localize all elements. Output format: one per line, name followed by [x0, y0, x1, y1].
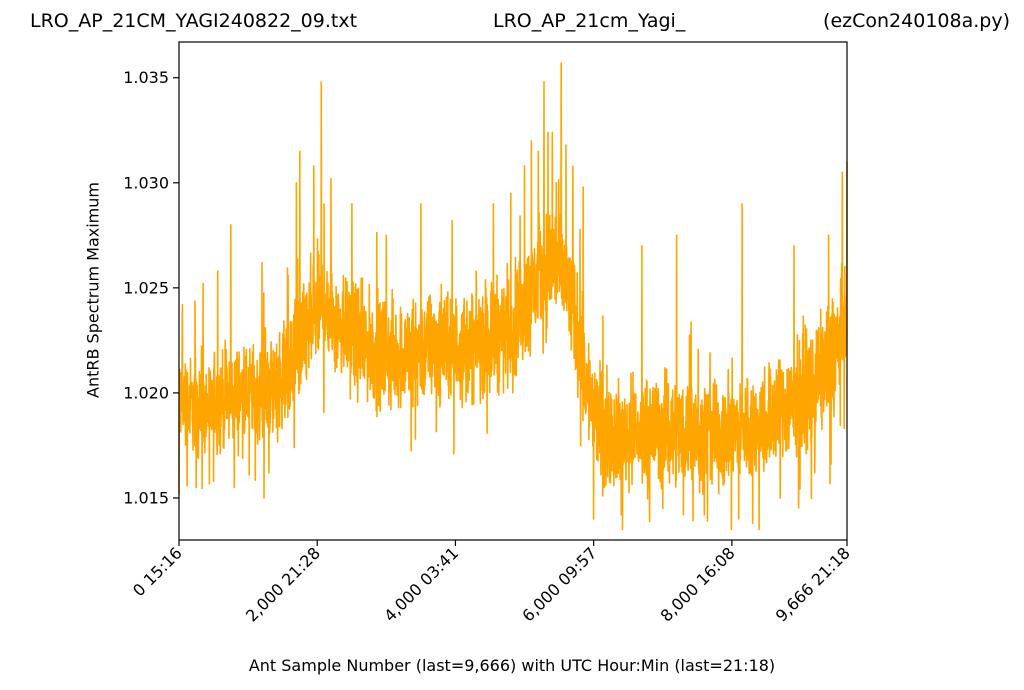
series-line	[178, 62, 848, 531]
x-tick-label: 6,000 09:57	[518, 543, 600, 625]
x-axis-ticks: 0 15:16 2,000 21:28 4,000 03:41 6,000 09:57…	[129, 540, 854, 625]
y-tick-label: 1.015	[123, 488, 169, 507]
x-tick-label: 4,000 03:41	[380, 543, 462, 625]
axes-frame	[178, 41, 848, 541]
x-tick-label: 8,000 16:08	[657, 543, 739, 625]
y-axis-label: AntRB Spectrum Maximum	[83, 182, 103, 398]
title-script: (ezCon240108a.py)	[823, 10, 1010, 32]
y-tick-label: 1.030	[123, 173, 169, 192]
x-axis-label: Ant Sample Number (last=9,666) with UTC …	[248, 656, 776, 675]
y-tick-label: 1.020	[123, 383, 169, 402]
x-tick-label: 9,666 21:18	[772, 543, 854, 625]
series-layer	[178, 62, 848, 531]
y-axis-ticks: 1.015 1.020 1.025 1.030 1.035	[123, 68, 179, 507]
x-tick-label: 2,000 21:28	[242, 543, 324, 625]
x-tick-label: 0 15:16	[129, 543, 186, 600]
y-tick-label: 1.035	[123, 68, 169, 87]
title-filename: LRO_AP_21CM_YAGI240822_09.txt	[30, 10, 358, 32]
title-antenna: LRO_AP_21cm_Yagi_	[493, 10, 686, 32]
y-tick-label: 1.025	[123, 278, 169, 297]
